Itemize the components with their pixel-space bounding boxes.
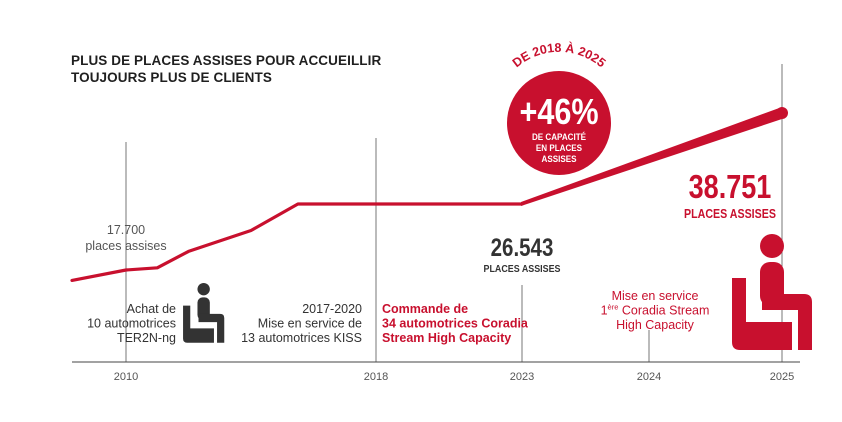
event-2018-line: 2017-2020	[302, 302, 362, 316]
badge-top-text: DE 2018 À 2025	[510, 40, 608, 70]
start-value-label: 17.700	[107, 223, 145, 237]
event-2024-line: High Capacity	[616, 318, 695, 332]
seat-icon-head	[197, 283, 210, 296]
badge-percentage: +46%	[519, 93, 598, 133]
event-2023-line: Commande de	[382, 302, 468, 316]
series-line	[70, 202, 524, 282]
x-tick-label: 2024	[637, 371, 661, 383]
event-2018-line: 13 automotrices KISS	[241, 331, 362, 345]
event-2023-line: Stream High Capacity	[382, 331, 511, 345]
seat-icon-legs	[762, 294, 812, 350]
seat-icon-head	[760, 234, 784, 258]
event-2018-line: Mise en service de	[258, 317, 362, 331]
x-tick-label: 2018	[364, 371, 388, 383]
x-tick-label: 2023	[510, 371, 534, 383]
seat-icon-chair	[732, 278, 792, 350]
seat-icon-chair	[183, 305, 214, 343]
event-2010-line: TER2N-ng	[117, 331, 176, 345]
x-tick-label: 2010	[114, 371, 138, 383]
mid-unit-label: PLACES ASSISES	[484, 263, 561, 275]
series-end-cap	[776, 107, 788, 119]
event-2024-line: 1ère Coradia Stream	[601, 303, 710, 318]
badge-caption-line: EN PLACES	[536, 142, 582, 153]
end-unit-label: PLACES ASSISES	[684, 206, 776, 221]
badge-caption-line: DE CAPACITÉ	[532, 131, 586, 142]
end-value-label: 38.751	[689, 170, 772, 206]
chart-title-line-1: PLUS DE PLACES ASSISES POUR ACCUEILLIR	[71, 53, 382, 68]
event-2010-line: 10 automotrices	[87, 317, 176, 331]
badge-caption-line: ASSISES	[542, 153, 577, 164]
x-tick-label: 2025	[770, 371, 794, 383]
event-2023-line: 34 automotrices Coradia	[382, 317, 529, 331]
seat-icon	[732, 234, 812, 350]
event-2010-line: Achat de	[127, 302, 176, 316]
chart-title: PLUS DE PLACES ASSISES POUR ACCUEILLIR T…	[71, 52, 431, 86]
event-2024-line: Mise en service	[612, 289, 699, 303]
start-unit-label: places assises	[85, 239, 166, 253]
mid-value-label: 26.543	[491, 233, 554, 261]
seat-icon-legs	[198, 313, 225, 343]
seat-icon	[183, 283, 225, 343]
growth-badge	[507, 71, 611, 175]
series-line-growth-segment	[521, 107, 782, 207]
chart-title-line-2: TOUJOURS PLUS DE CLIENTS	[71, 70, 272, 85]
